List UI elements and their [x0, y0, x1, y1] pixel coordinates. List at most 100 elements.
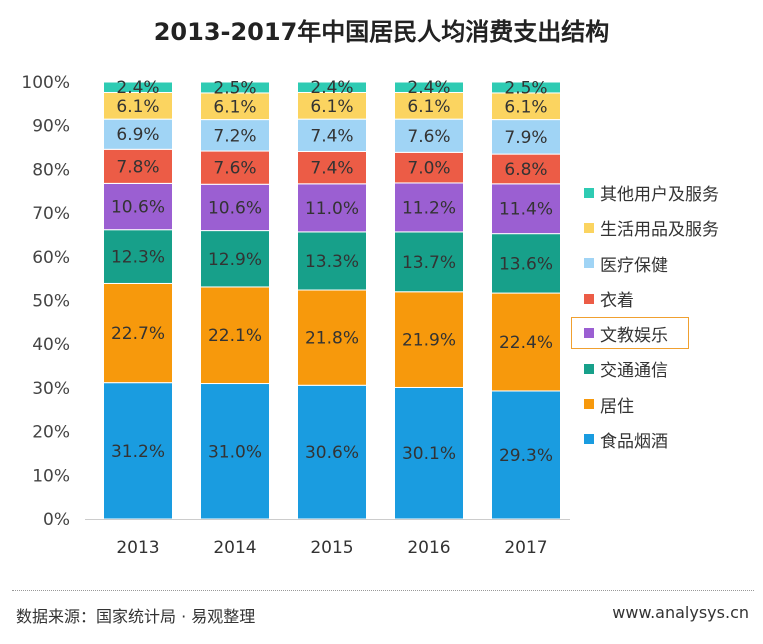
data-label: 13.3% [305, 252, 359, 272]
data-label: 2.4% [116, 78, 159, 98]
bar-segment [491, 119, 561, 155]
data-label: 22.7% [111, 324, 165, 344]
bar-segment [394, 231, 464, 293]
data-label: 13.7% [402, 253, 456, 273]
data-label: 6.1% [213, 97, 256, 117]
bar-segment [200, 81, 270, 94]
legend-swatch [584, 258, 594, 269]
bar-segment [103, 282, 173, 384]
y-tick-label: 60% [32, 248, 70, 268]
source-note: 数据来源：国家统计局 · 易观整理 [16, 607, 256, 626]
y-tick-label: 30% [32, 379, 70, 399]
bar-segment [394, 291, 464, 388]
bar-segment [491, 292, 561, 392]
legend-label: 衣着 [600, 291, 634, 312]
bar-segment [491, 183, 561, 235]
divider [12, 590, 754, 591]
bar-segment [297, 81, 367, 93]
data-label: 6.8% [504, 160, 547, 180]
data-label: 6.1% [407, 97, 450, 117]
data-label: 2.5% [504, 78, 547, 98]
data-label: 21.8% [305, 329, 359, 349]
legend-swatch [584, 293, 594, 304]
bar-segment [103, 81, 173, 93]
x-tick-label: 2016 [407, 538, 450, 558]
bar-segment [394, 118, 464, 153]
data-label: 7.8% [116, 157, 159, 177]
bar-segment [394, 81, 464, 93]
data-label: 21.9% [402, 331, 456, 351]
legend-item[interactable]: 居住 [578, 386, 719, 421]
data-label: 29.3% [499, 446, 553, 466]
x-tick-label: 2015 [310, 538, 353, 558]
y-tick-label: 90% [32, 117, 70, 137]
data-label: 6.1% [310, 97, 353, 117]
stacked-bar-chart: 0% 10% 20% 30% 40% 50% 60% 70% 80% 90% 100% 31.2% 22… [21, 73, 570, 558]
y-tick-label: 70% [32, 204, 70, 224]
legend-item[interactable]: 交通通信 [578, 351, 719, 386]
legend-swatch [584, 399, 594, 410]
legend-label: 居住 [600, 396, 634, 417]
data-label: 11.2% [402, 198, 456, 218]
x-tick-label: 2013 [116, 538, 159, 558]
y-tick-label: 50% [32, 292, 70, 312]
y-tick-label: 100% [21, 73, 70, 93]
y-tick-label: 80% [32, 160, 70, 180]
data-label: 10.6% [208, 198, 262, 218]
data-label: 30.1% [402, 444, 456, 464]
legend-swatch [584, 187, 594, 198]
bar-segment [200, 286, 270, 385]
bar-segment [491, 153, 561, 185]
data-label: 6.1% [504, 97, 547, 117]
data-label: 31.0% [208, 442, 262, 462]
legend-label: 交通通信 [600, 361, 668, 382]
legend-item[interactable]: 生活用品及服务 [578, 210, 719, 245]
data-label: 10.6% [111, 198, 165, 218]
y-tick-label: 20% [32, 423, 70, 443]
bar-segment [297, 289, 367, 386]
website: www.analysys.cn [612, 603, 749, 622]
y-tick-label: 40% [32, 335, 70, 355]
data-label: 12.3% [111, 248, 165, 268]
x-tick-label: 2014 [213, 538, 256, 558]
x-tick-label: 2017 [504, 538, 547, 558]
data-label: 7.4% [310, 126, 353, 146]
data-label: 7.6% [213, 159, 256, 179]
legend-item[interactable]: 文教娱乐 [571, 317, 689, 350]
data-label: 30.6% [305, 443, 359, 463]
legend-swatch [584, 434, 594, 445]
bar-segment [297, 231, 367, 291]
legend-label: 其他用户及服务 [600, 185, 719, 206]
data-label: 7.0% [407, 159, 450, 179]
data-label: 2.4% [407, 78, 450, 98]
bar-segment [200, 383, 270, 520]
legend-item[interactable]: 衣着 [578, 281, 719, 316]
legend-swatch [584, 328, 594, 339]
data-label: 13.6% [499, 254, 553, 274]
data-label: 22.4% [499, 333, 553, 353]
bar-segment [200, 183, 270, 232]
legend-label: 医疗保健 [600, 255, 668, 276]
data-label: 22.1% [208, 326, 262, 346]
bar-segment [394, 91, 464, 120]
legend-label: 生活用品及服务 [600, 220, 719, 241]
bar-segment [491, 81, 561, 94]
legend-item[interactable]: 医疗保健 [578, 246, 719, 281]
bar-segment [103, 148, 173, 184]
bar-segment [491, 92, 561, 121]
data-label: 11.4% [499, 200, 553, 220]
data-label: 7.4% [310, 159, 353, 179]
legend-swatch [584, 363, 594, 374]
legend-item[interactable]: 食品烟酒 [578, 422, 719, 457]
bar-segment [103, 382, 173, 520]
data-label: 6.1% [116, 97, 159, 117]
data-label: 31.2% [111, 442, 165, 462]
legend-label: 文教娱乐 [600, 325, 668, 346]
bar-segment [103, 182, 173, 231]
y-tick-label: 10% [32, 466, 70, 486]
data-label: 2.4% [310, 78, 353, 98]
legend-label: 食品烟酒 [600, 431, 668, 452]
legend-item[interactable]: 其他用户及服务 [578, 175, 719, 210]
legend-swatch [584, 222, 594, 233]
